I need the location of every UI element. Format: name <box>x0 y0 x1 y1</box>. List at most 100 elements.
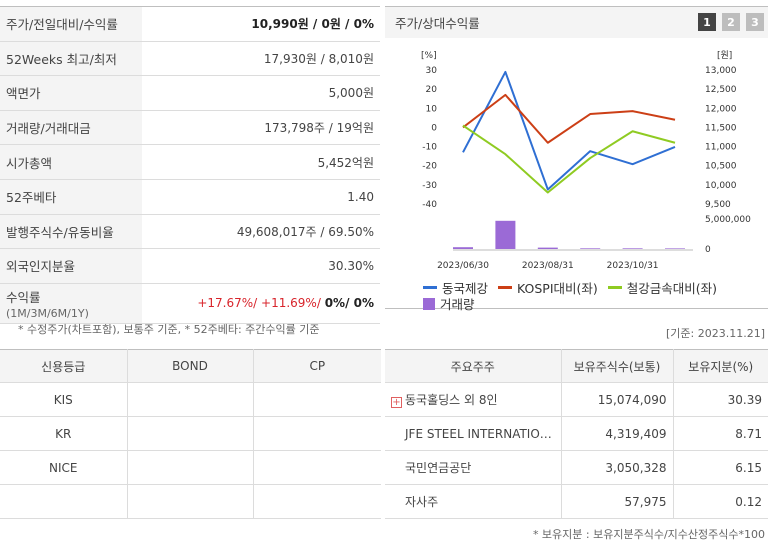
holder-shares: 4,319,409 <box>560 416 673 451</box>
legend-item[interactable]: 거래량 <box>423 296 475 312</box>
volume-bar <box>622 248 643 249</box>
table-row: 국민연금공단 3,050,328 6.15 <box>385 450 768 485</box>
left-axis-tick-label: 30 <box>426 66 438 76</box>
holder-stake: 30.39 <box>672 382 768 417</box>
left-axis-tick-label: -20 <box>422 162 437 172</box>
holder-shares: 57,975 <box>560 484 673 519</box>
holder-name: 국민연금공단 <box>385 450 561 485</box>
volume-bar <box>537 247 558 249</box>
table-row <box>0 484 381 519</box>
chart-legend: 동국제강 KOSPI대비(좌) 철강금속대비(좌) 거래량 <box>423 277 763 313</box>
right-axis-unit: [원] <box>717 50 732 61</box>
summary-value: 173,798주 / 19억원 <box>264 121 374 136</box>
major-shareholders-table: 주요주주 보유주식수(보통) 보유지분(%) + 동국홀딩스 외 8인 15,07… <box>385 349 768 519</box>
holder-shares: 3,050,328 <box>560 450 673 485</box>
summary-label: 거래량/거래대금 <box>0 110 142 145</box>
summary-value: 5,000원 <box>328 86 374 101</box>
legend-swatch-stock <box>423 286 437 289</box>
summary-label: 시가총액 <box>0 145 142 179</box>
return-3m: +11.69% <box>261 296 317 311</box>
left-axis-tick-label: -10 <box>422 143 437 153</box>
summary-value: 30.30% <box>328 258 374 273</box>
cp-cell <box>252 416 381 451</box>
summary-row: 52주베타 1.40 <box>0 179 380 215</box>
summary-row: 외국인지분율 30.30% <box>0 249 380 284</box>
column-header: 보유지분(%) <box>672 349 768 383</box>
summary-label: 주가/전일대비/수익률 <box>0 7 142 41</box>
summary-value: 17,930원 / 8,010원 <box>263 51 374 66</box>
summary-label: 액면가 <box>0 76 142 110</box>
holder-name: 동국홀딩스 외 8인 <box>405 393 498 407</box>
summary-row: 거래량/거래대금 173,798주 / 19억원 <box>0 110 380 146</box>
summary-footnote: * 수정주가(차트포함), 보통주 기준, * 52주베타: 주간수익률 기준 <box>18 323 320 336</box>
return-6m: 0% <box>324 296 346 311</box>
bond-cell <box>126 450 253 485</box>
legend-swatch-volume <box>423 297 435 310</box>
holder-stake: 6.15 <box>672 450 768 485</box>
agency-cell: KR <box>0 416 127 451</box>
right-axis-tick-label: 13,000 <box>705 66 737 76</box>
column-header: CP <box>252 349 381 383</box>
holder-shares: 15,074,090 <box>560 382 673 417</box>
chart-page-1-button[interactable]: 1 <box>698 13 716 31</box>
summary-label: 52주베타 <box>0 179 142 214</box>
column-header: 신용등급 <box>0 349 127 383</box>
left-axis-unit: [%] <box>421 51 437 61</box>
cp-cell <box>252 450 381 485</box>
summary-label: 52Weeks 최고/최저 <box>0 41 142 76</box>
x-axis-tick-label: 2023/10/31 <box>607 261 659 271</box>
bond-cell <box>126 416 253 451</box>
holder-name: JFE STEEL INTERNATIO… <box>385 416 561 451</box>
chart-title: 주가/상대수익률 <box>395 16 480 31</box>
right-axis-tick-label: 12,000 <box>705 104 737 114</box>
right-axis-tick-label: 9,500 <box>705 200 731 210</box>
returns-value: +17.67% / +11.69%/ 0%/ 0% <box>197 296 374 311</box>
chart-pager: 1 2 3 <box>698 13 764 31</box>
table-row: + 동국홀딩스 외 8인 15,074,090 30.39 <box>385 382 768 417</box>
stock-summary-table: 주가/전일대비/수익률 10,990원 / 0원 / 0% 52Weeks 최고… <box>0 6 380 324</box>
legend-item[interactable]: 철강금속대비(좌) <box>607 280 717 296</box>
table-header-row: 주요주주 보유주식수(보통) 보유지분(%) <box>385 349 768 383</box>
legend-swatch-steel <box>607 286 622 289</box>
chart-page-2-button[interactable]: 2 <box>722 13 740 31</box>
series-line-2 <box>462 124 676 194</box>
returns-period-label: (1M/3M/6M/1Y) <box>6 306 89 320</box>
holder-stake: 8.71 <box>672 416 768 451</box>
credit-rating-table: 신용등급 BOND CP KIS KR NICE <box>0 349 381 519</box>
left-axis-tick-label: 10 <box>426 104 438 114</box>
left-axis-tick-label: -40 <box>422 200 437 210</box>
legend-swatch-kospi <box>498 286 512 289</box>
table-row: 자사주 57,975 0.12 <box>385 484 768 519</box>
summary-value: 5,452억원 <box>317 155 374 170</box>
summary-row: 52Weeks 최고/최저 17,930원 / 8,010원 <box>0 41 380 77</box>
summary-label: 외국인지분율 <box>0 249 142 283</box>
volume-axis-tick-label: 0 <box>705 245 711 255</box>
column-header: 주요주주 <box>385 349 561 383</box>
legend-item[interactable]: 동국제강 <box>423 280 488 296</box>
cp-cell <box>252 382 381 417</box>
expand-plus-icon[interactable]: + <box>391 397 402 408</box>
left-axis-tick-label: 20 <box>426 85 438 95</box>
holder-stake: 0.12 <box>672 484 768 519</box>
right-axis-tick-label: 10,000 <box>705 181 737 191</box>
legend-item[interactable]: KOSPI대비(좌) <box>498 280 598 296</box>
series-line-0 <box>462 70 676 191</box>
column-header: BOND <box>126 349 253 383</box>
returns-label: 수익률 <box>6 289 41 305</box>
volume-bar <box>495 220 516 249</box>
right-axis-tick-label: 10,500 <box>705 162 737 172</box>
table-row: KR <box>0 416 381 451</box>
return-1y: 0% <box>353 296 374 311</box>
price-chart-panel: 주가/상대수익률 1 2 3 [%] [원] 30 20 10 0 -10 -20 -30 -40… <box>385 6 768 312</box>
left-axis-tick-label: -30 <box>422 181 437 191</box>
left-axis-tick-label: 0 <box>431 123 437 133</box>
chart-page-3-button[interactable]: 3 <box>746 13 764 31</box>
x-axis-tick-label: 2023/08/31 <box>522 261 574 271</box>
summary-label: 발행주식수/유동비율 <box>0 214 142 249</box>
volume-bar <box>665 248 685 249</box>
bond-cell <box>126 484 253 519</box>
volume-axis-tick-label: 5,000,000 <box>705 215 751 225</box>
cp-cell <box>252 484 381 519</box>
summary-value: 10,990원 / 0원 / 0% <box>251 17 374 32</box>
agency-cell: KIS <box>0 382 127 417</box>
